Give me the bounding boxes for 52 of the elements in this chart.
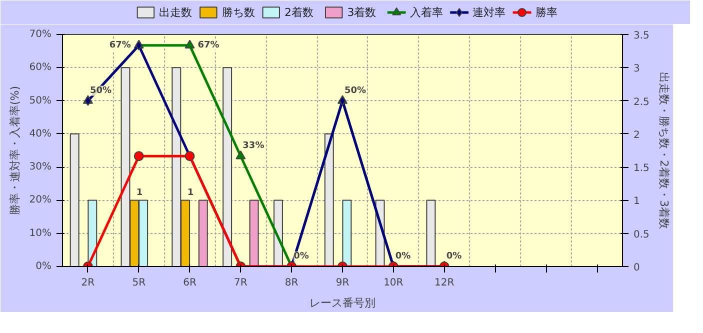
legend-label: 出走数 (159, 6, 192, 19)
legend-label: 勝ち数 (222, 6, 255, 19)
data-label: 33% (242, 141, 264, 152)
bar (249, 200, 259, 266)
point (236, 150, 246, 160)
bar (70, 133, 80, 266)
y-tick-label: 40% (29, 128, 52, 140)
data-label: 0% (395, 252, 411, 262)
y2-tick-label: 2.5 (634, 96, 650, 108)
data-label: 50% (90, 86, 112, 96)
data-label: 1 (136, 188, 143, 198)
data-label: 1 (187, 188, 194, 198)
y-tick-label: 30% (29, 162, 52, 173)
bar (426, 200, 436, 266)
x-tick-label: 12R (434, 278, 454, 288)
x-tick-label: 6R (183, 278, 196, 288)
x-tick-label: 2R (81, 278, 95, 288)
y-tick-label: 70% (29, 29, 52, 40)
y-tick-label: 60% (29, 62, 52, 74)
bar (198, 200, 208, 266)
y-tick-label: 10% (29, 228, 52, 239)
data-label: 50% (344, 86, 366, 96)
y2-tick-label: 0 (634, 262, 640, 274)
y2-tick-label: 2 (634, 130, 640, 141)
y2-tick-label: 1 (634, 196, 640, 208)
x-tick-label: 10R (384, 278, 404, 288)
y2-tick-label: 0.5 (634, 229, 650, 240)
legend-label: 連対率 (472, 6, 506, 19)
data-label: 0% (294, 252, 309, 262)
x-tick-label: 7R (234, 278, 248, 288)
y-tick-label: 20% (29, 194, 52, 206)
bar (222, 67, 232, 266)
y-axis-title: 勝率・連対率・入着率(%) (8, 86, 22, 216)
x-axis-title: レース番号別 (310, 296, 376, 310)
point (184, 40, 195, 49)
legend-label: 3着数 (347, 6, 376, 19)
x-tick-label: 8R (284, 278, 298, 288)
data-label: 67% (109, 40, 131, 50)
y2-tick-label: 3 (634, 64, 640, 75)
data-label: 67% (198, 40, 220, 50)
legend-label: 2着数 (284, 6, 314, 19)
y-tick-label: 50% (29, 95, 52, 106)
y2-axis-title: 出走数・勝ち数・2着数・3着数 (657, 72, 670, 229)
data-label: 0% (446, 252, 462, 262)
x-tick-label: 5R (132, 278, 146, 288)
bar (324, 133, 334, 266)
y2-tick-label: 1.5 (634, 163, 650, 174)
y2-tick-label: 3.5 (634, 30, 650, 42)
y-tick-label: 0% (36, 261, 52, 272)
legend-label: 勝率 (535, 6, 558, 19)
x-tick-label: 9R (336, 278, 350, 288)
legend-label: 入着率 (410, 6, 443, 19)
